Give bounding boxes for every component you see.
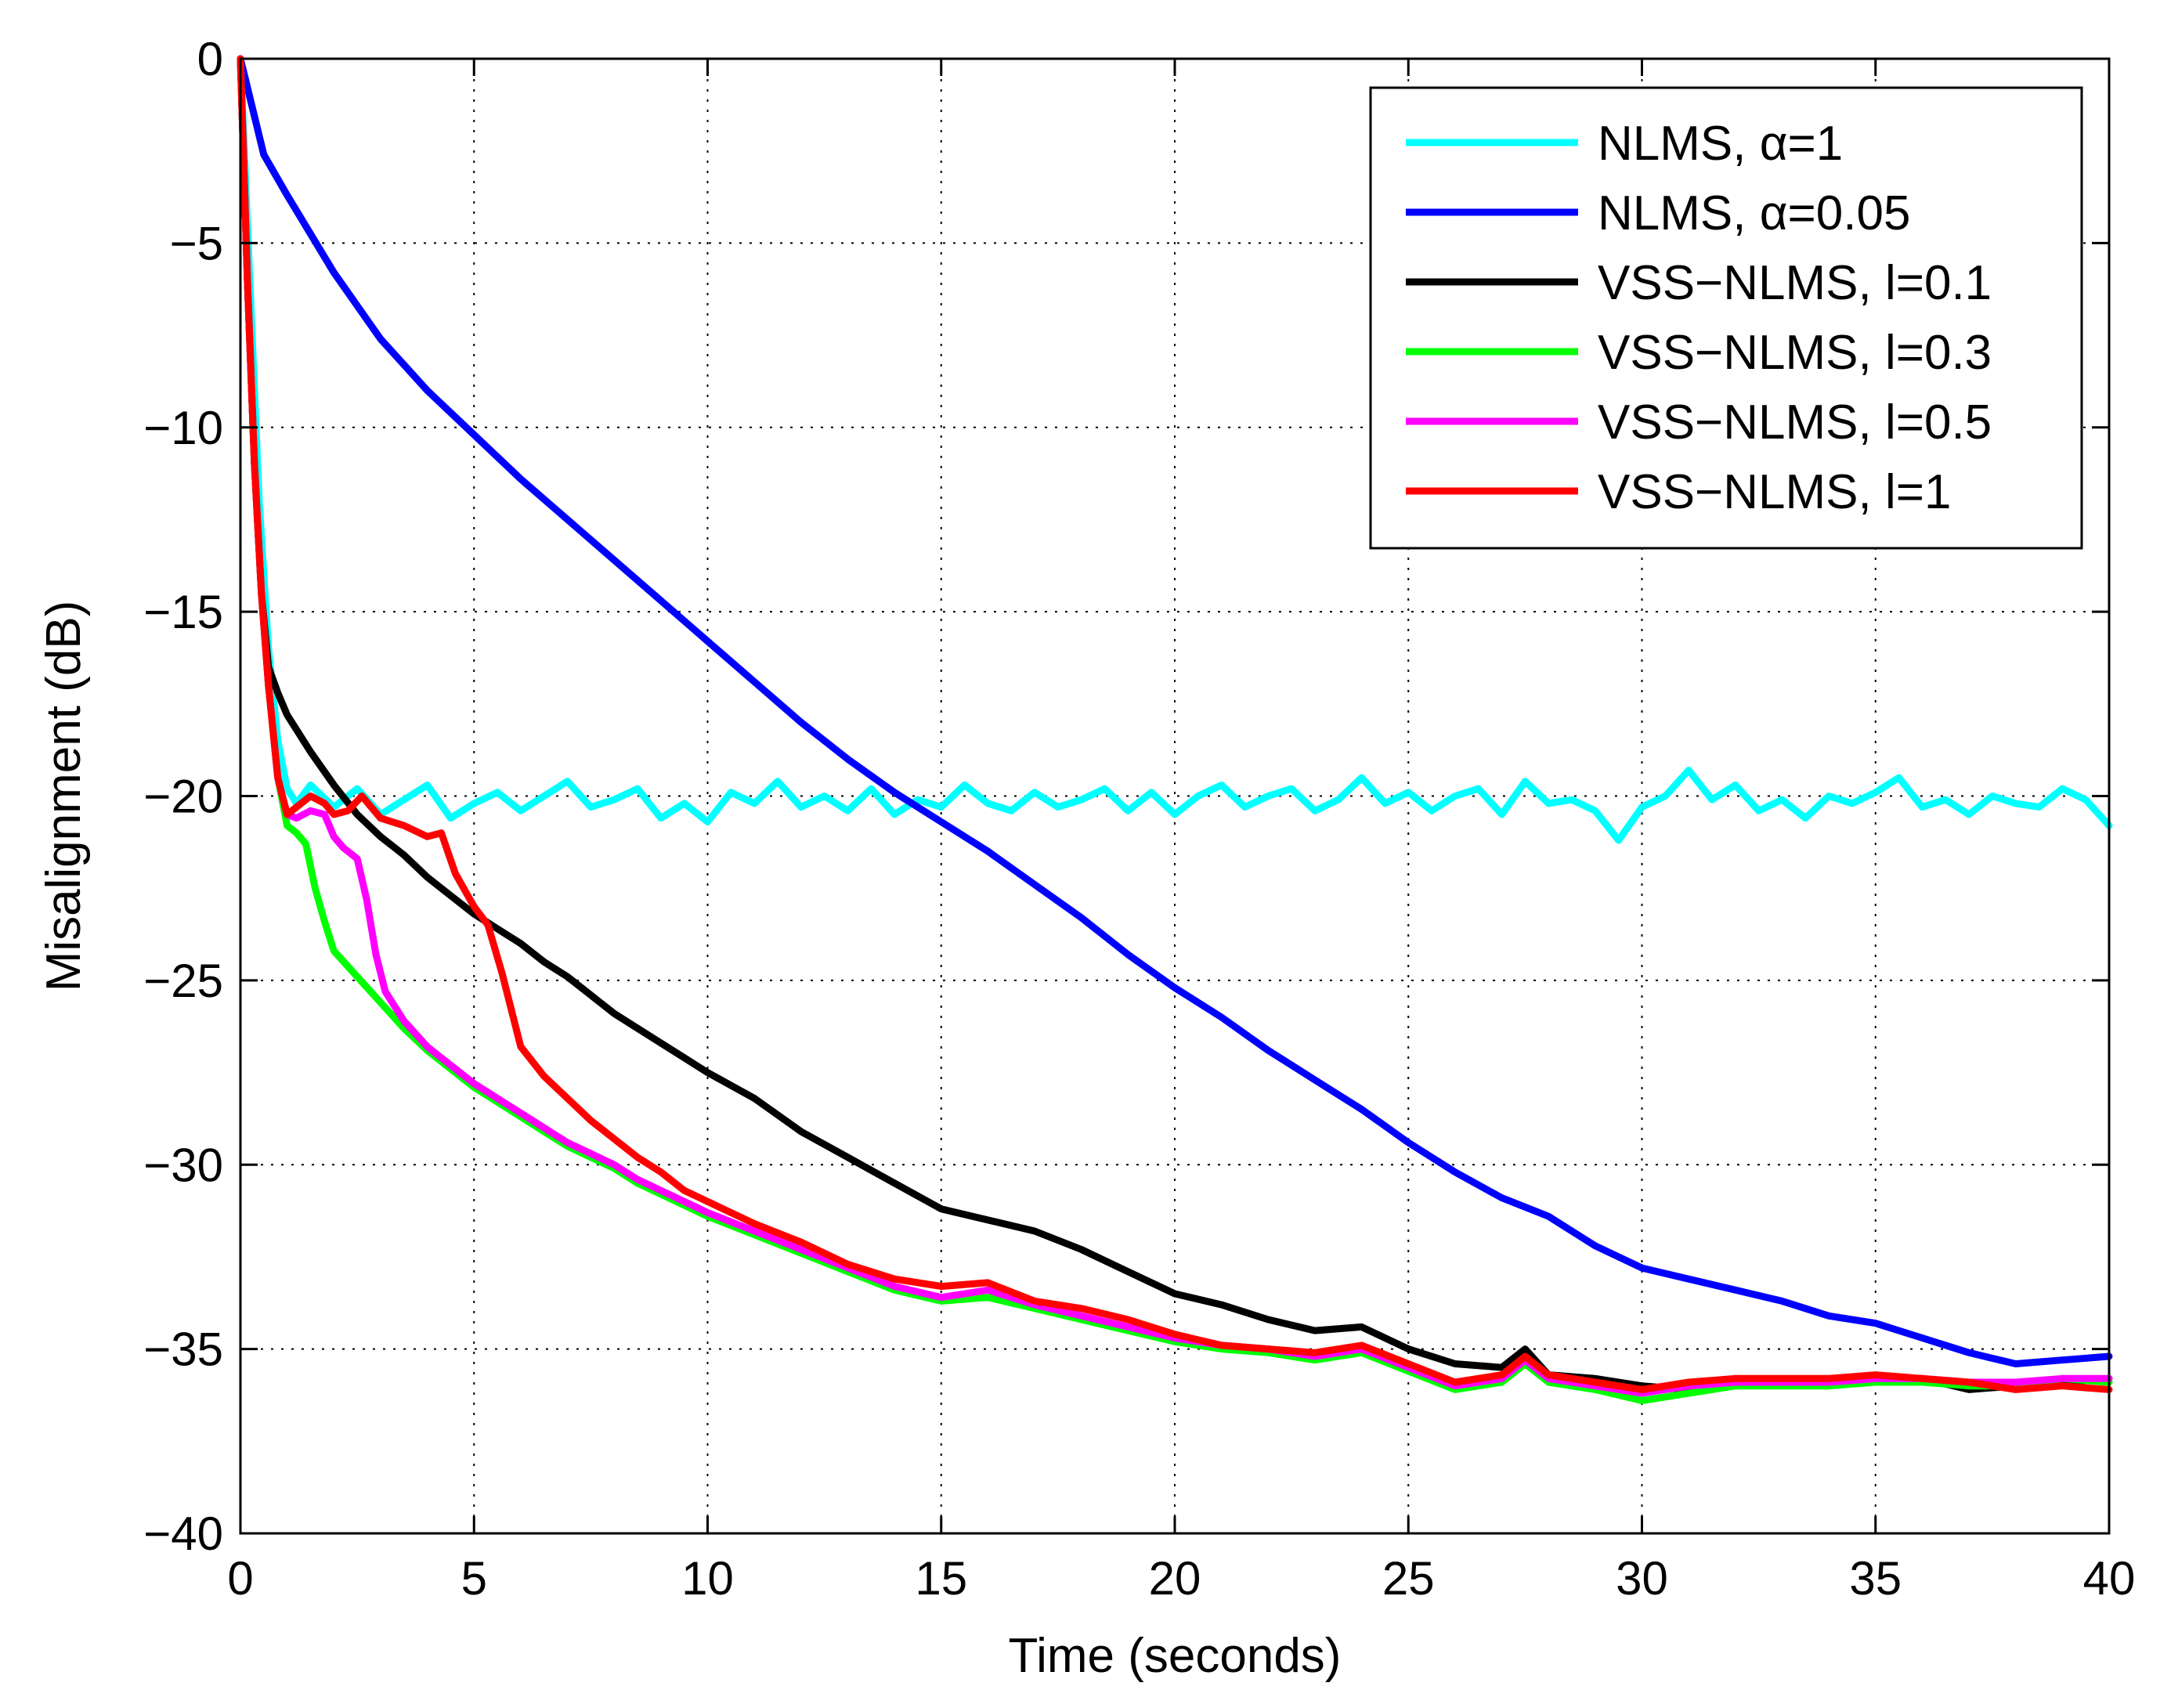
series-line-1 — [237, 55, 2113, 844]
legend-box — [1369, 86, 2083, 550]
series-line-6 — [237, 55, 2113, 1393]
x-axis-title: Time (seconds) — [1009, 1629, 1342, 1683]
series-line-2 — [237, 55, 2113, 1367]
y-tick-label: −15 — [143, 586, 223, 638]
legend-label-6: VSS−NLMS, l=1 — [1598, 465, 1951, 519]
legend-label-3: VSS−NLMS, l=0.1 — [1598, 256, 1992, 310]
x-tick-label: 40 — [2083, 1552, 2136, 1605]
series-line-5 — [237, 55, 2113, 1397]
y-tick-label: −35 — [143, 1323, 223, 1376]
y-tick-label: 0 — [197, 33, 223, 85]
legend-label-5: VSS−NLMS, l=0.5 — [1598, 395, 1992, 450]
series-lines — [237, 55, 2113, 1404]
x-tick-label: 35 — [1849, 1552, 1902, 1605]
y-tick-label: −20 — [143, 771, 223, 823]
y-tick-label: −5 — [170, 217, 223, 269]
x-tick-label: 15 — [915, 1552, 967, 1605]
x-tick-label: 10 — [681, 1552, 734, 1605]
legend-label-2: NLMS, α=0.05 — [1598, 186, 1910, 240]
y-tick-label: −40 — [143, 1508, 223, 1560]
y-tick-label: −10 — [143, 402, 223, 454]
y-tick-label: −25 — [143, 955, 223, 1007]
x-tick-label: 5 — [461, 1552, 487, 1605]
y-tick-label: −30 — [143, 1139, 223, 1191]
x-tick-label: 25 — [1382, 1552, 1435, 1605]
y-axis-title: Misalignment (dB) — [37, 601, 91, 992]
legend-label-1: NLMS, α=1 — [1598, 117, 1843, 171]
legend-label-4: VSS−NLMS, l=0.3 — [1598, 326, 1992, 380]
x-tick-label: 20 — [1149, 1552, 1201, 1605]
x-tick-label: 0 — [227, 1552, 253, 1605]
legend: NLMS, α=1 NLMS, α=0.05 VSS−NLMS, l=0.1 VSS−… — [1369, 86, 2083, 550]
x-tick-label: 30 — [1616, 1552, 1668, 1605]
axis-ticks: 0 5 10 15 20 25 30 35 40 0 −5 −10 −15 −20 −25 −30 −35 −40 — [143, 33, 2135, 1605]
